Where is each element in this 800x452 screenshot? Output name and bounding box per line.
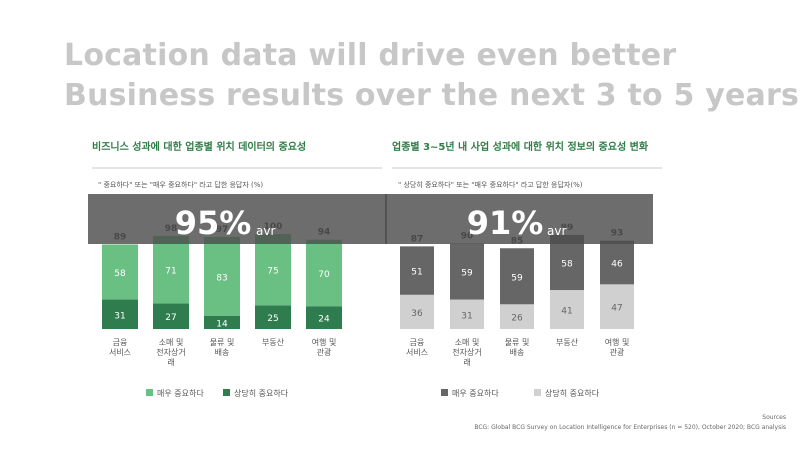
category-label: 여행 및 관광 <box>605 337 630 357</box>
category-label: 금융 서비스 <box>109 338 131 357</box>
bar-매우 중요하다 <box>550 234 584 291</box>
data-label-top: 59 <box>511 273 523 283</box>
category-label-line: 전자상거 <box>452 347 481 357</box>
category-label-line: 소매 및 <box>159 337 184 347</box>
sources-note: Sources BCG: Global BCG Survey on Locati… <box>474 413 786 433</box>
bar-매우 중요하다 <box>153 235 189 304</box>
category-label-line: 여행 및 <box>605 337 630 347</box>
data-label-top: 59 <box>461 269 473 279</box>
legend-swatch <box>441 389 448 396</box>
data-label-top: 58 <box>561 260 573 270</box>
category-label-line: 부동산 <box>262 337 285 347</box>
chart-subtitle: " 중요하다" 또는 "매우 중요하다" 라고 답한 응답자 (%) <box>98 180 263 189</box>
sources-text: BCG: Global BCG Survey on Location Intel… <box>474 424 786 431</box>
category-label-line: 관광 <box>317 347 332 357</box>
legend-label: 매우 중요하다 <box>452 388 499 398</box>
category-label-line: 물류 및 <box>505 337 530 347</box>
category-label-line: 소매 및 <box>455 337 480 347</box>
data-label-bottom: 24 <box>318 315 330 325</box>
title-line-2: Business results over the next 3 to 5 ye… <box>64 78 800 113</box>
average-unit: avr <box>256 224 275 238</box>
data-label-top: 83 <box>216 273 227 283</box>
legend-swatch <box>146 389 153 396</box>
bar-상당히 중요하다 <box>400 294 434 329</box>
category-label: 금융 서비스 <box>406 338 428 357</box>
data-label-top: 46 <box>611 260 623 270</box>
data-label-top: 71 <box>165 267 176 277</box>
chart-1: 비즈니스 성과에 대한 업종별 위치 데이터의 중요성 " 중요하다" 또는 "매… <box>88 140 387 398</box>
bar-상당히 중요하다 <box>102 299 138 329</box>
bar-매우 중요하다 <box>204 236 240 316</box>
category-label: 물류 및 배송 <box>210 337 235 357</box>
bar-매우 중요하다 <box>255 234 291 306</box>
chart-title: 업종별 3~5년 내 사업 성과에 대한 위치 정보의 중요성 변화 <box>392 140 649 153</box>
category-label-line: 배송 <box>215 348 230 357</box>
data-label-bottom: 31 <box>461 311 472 321</box>
bar-매우 중요하다 <box>500 248 534 305</box>
category-label: 부동산 <box>556 337 579 347</box>
category-label-line: 부동산 <box>556 337 579 347</box>
bar-매우 중요하다 <box>306 239 342 307</box>
bar-상당히 중요하다 <box>306 306 342 329</box>
category-label-line: 배송 <box>510 348 525 357</box>
data-label-bottom: 26 <box>511 314 523 324</box>
average-value: 95% <box>175 204 252 242</box>
category-label-line: 금융 <box>113 338 128 347</box>
category-label-line: 전자상거 <box>156 347 185 357</box>
average-overlay <box>88 194 387 244</box>
bar-상당히 중요하다 <box>600 284 634 329</box>
chart-2: 업종별 3~5년 내 사업 성과에 대한 위치 정보의 중요성 변화 " 상당히 … <box>385 140 662 398</box>
data-label-bottom: 41 <box>561 307 572 317</box>
legend-swatch <box>223 389 230 396</box>
bar-상당히 중요하다 <box>204 315 240 329</box>
data-label-top: 70 <box>318 270 330 280</box>
category-label-line: 서비스 <box>406 348 428 357</box>
category-label-line: 관광 <box>610 347 625 357</box>
average-overlay <box>385 194 653 244</box>
page-title: Location data will drive even better Bus… <box>64 36 800 116</box>
category-label-line: 물류 및 <box>210 337 235 347</box>
bar-매우 중요하다 <box>450 243 484 300</box>
category-label-line: 여행 및 <box>312 337 337 347</box>
data-label-bottom: 36 <box>411 309 423 319</box>
legend-label: 매우 중요하다 <box>157 388 204 398</box>
data-label-bottom: 14 <box>216 319 228 329</box>
data-label-bottom: 25 <box>267 314 278 324</box>
bar-상당히 중요하다 <box>450 299 484 329</box>
title-line-1: Location data will drive even better <box>64 38 677 73</box>
data-label-bottom: 31 <box>114 311 125 321</box>
data-label-bottom: 47 <box>611 304 622 314</box>
category-label: 소매 및 전자상거 래 <box>452 337 481 367</box>
data-label-bottom: 27 <box>165 313 176 323</box>
average-value: 91% <box>467 204 544 242</box>
bar-상당히 중요하다 <box>550 290 584 329</box>
category-label-line: 래 <box>463 358 470 367</box>
category-label-line: 서비스 <box>109 348 131 357</box>
chart-title: 비즈니스 성과에 대한 업종별 위치 데이터의 중요성 <box>92 140 306 153</box>
average-unit: avr <box>547 224 566 238</box>
bar-매우 중요하다 <box>600 240 634 285</box>
category-label: 여행 및 관광 <box>312 337 337 357</box>
category-label-line: 금융 <box>410 338 425 347</box>
category-label: 물류 및 배송 <box>505 337 530 357</box>
bar-매우 중요하다 <box>400 246 434 295</box>
category-label-line: 래 <box>167 358 174 367</box>
bar-상당히 중요하다 <box>255 305 291 329</box>
bar-상당히 중요하다 <box>500 304 534 329</box>
legend-label: 상당히 중요하다 <box>545 388 600 398</box>
bar-매우 중요하다 <box>102 244 138 300</box>
legend-label: 상당히 중요하다 <box>234 388 289 398</box>
chart-subtitle: " 상당히 중요하다" 또는 "매우 중요하다" 라고 답한 응답자(%) <box>398 180 583 189</box>
data-label-top: 51 <box>411 268 422 278</box>
category-label: 부동산 <box>262 337 285 347</box>
legend-swatch <box>534 389 541 396</box>
data-label-top: 58 <box>114 269 126 279</box>
sources-label: Sources <box>762 414 786 421</box>
data-label-top: 75 <box>267 267 278 277</box>
bar-상당히 중요하다 <box>153 303 189 329</box>
category-label: 소매 및 전자상거 래 <box>156 337 185 367</box>
